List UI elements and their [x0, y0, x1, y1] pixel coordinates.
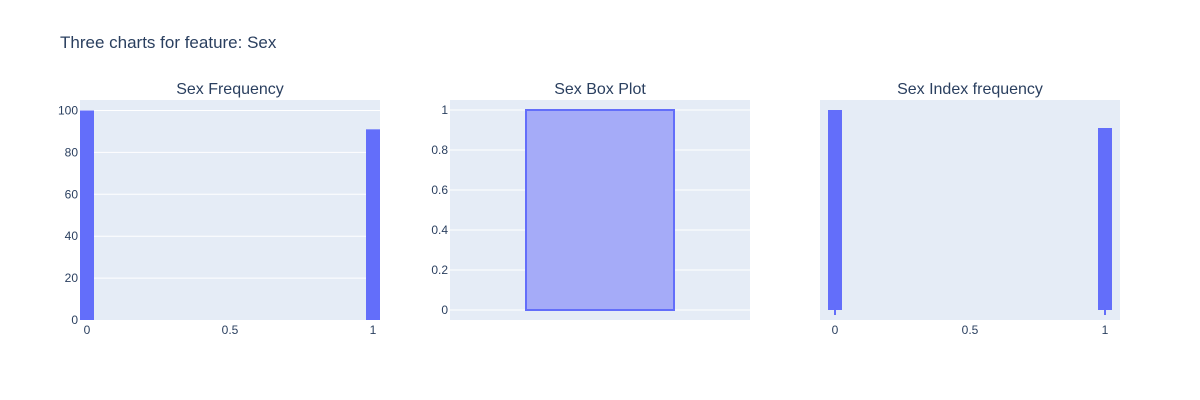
panel-2-box	[525, 109, 675, 311]
panel-3-bar-0	[828, 110, 842, 310]
panel-2-y-tick-label: 0	[441, 303, 448, 317]
panel-1-x-tick-label: 1	[370, 323, 377, 337]
panel-1-x-tick-label: 0.5	[222, 323, 239, 337]
panel-2-y-tick-label: 0.2	[431, 263, 448, 277]
panel-1-bar-1	[366, 129, 380, 320]
panel-2-y-tick-label: 0.4	[431, 223, 448, 237]
panel-1-title: Sex Frequency	[176, 81, 284, 98]
panel-3-x-tick-label: 0	[832, 323, 839, 337]
panel-3-title: Sex Index frequency	[897, 81, 1043, 98]
panel-3-x-tick-label: 1	[1102, 323, 1109, 337]
panel-2-title: Sex Box Plot	[554, 81, 646, 98]
panel-1-y-tick-label: 100	[58, 103, 78, 117]
panel-1-bar-0	[80, 110, 94, 320]
panel-2-y-tick-label: 1	[441, 103, 448, 117]
panel-1-y-tick-label: 60	[65, 187, 79, 201]
figure-title: Three charts for feature: Sex	[60, 33, 277, 52]
panel-3-x-tick-label: 0.5	[962, 323, 979, 337]
panel-1-x-tick-label: 0	[84, 323, 91, 337]
panel-1-plot-area	[80, 100, 380, 320]
panel-3-plot-area	[820, 100, 1120, 320]
panel-1-y-tick-label: 0	[71, 313, 78, 327]
panel-1-y-tick-label: 80	[65, 145, 79, 159]
panel-2-y-tick-label: 0.8	[431, 143, 448, 157]
panel-1-y-tick-label: 20	[65, 271, 79, 285]
panel-1-y-tick-label: 40	[65, 229, 79, 243]
panel-2-y-tick-label: 0.6	[431, 183, 448, 197]
panel-3-bar-1	[1098, 128, 1112, 310]
